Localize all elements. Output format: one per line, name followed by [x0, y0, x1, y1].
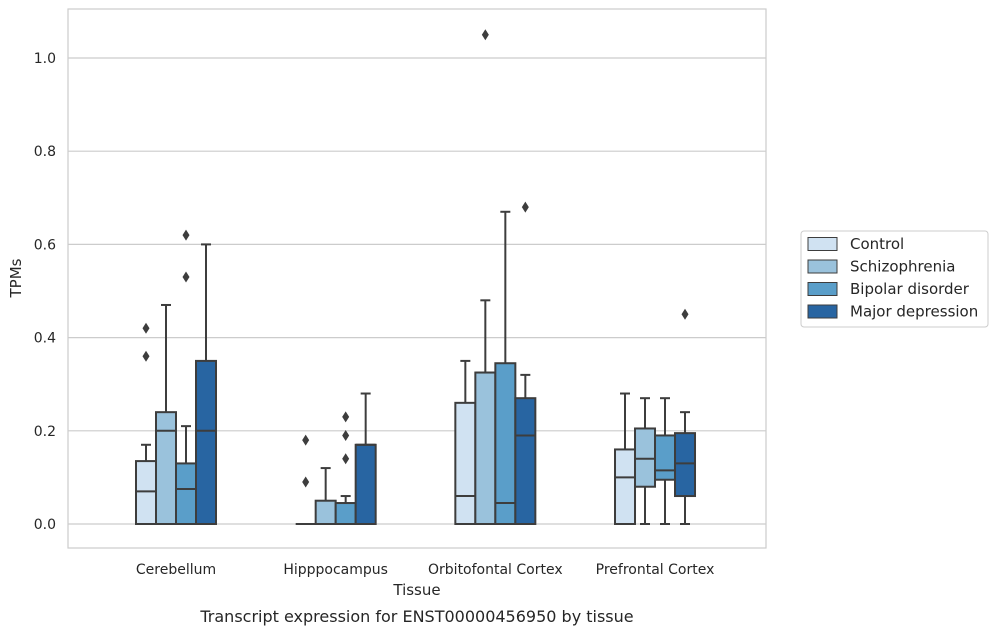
y-axis-ticks: 0.0 0.2 0.4 0.6 0.8 1.0 — [34, 51, 56, 533]
box-3-2 — [514, 201, 537, 525]
legend-swatch — [807, 304, 838, 319]
x-tick-label: Hipppocampus — [283, 562, 388, 578]
box-body — [514, 397, 537, 525]
box-body — [634, 427, 657, 488]
outlier-point — [142, 350, 150, 362]
box-body — [494, 362, 517, 526]
outlier-point — [521, 201, 529, 213]
box-body — [155, 411, 177, 525]
box-0-1 — [295, 434, 316, 525]
legend-swatch — [807, 282, 838, 296]
box-2-3 — [654, 397, 677, 525]
y-tick-label: 0.6 — [34, 237, 56, 253]
y-tick-label: 0.2 — [34, 424, 56, 440]
legend-label: Major depression — [850, 303, 978, 321]
y-axis-label: TPMs — [7, 258, 25, 298]
x-tick-label: Orbitofontal Cortex — [428, 562, 563, 578]
legend-label: Control — [850, 235, 904, 253]
box-0-0 — [135, 322, 157, 525]
y-tick-label: 0.4 — [34, 331, 56, 347]
outlier-point — [342, 453, 350, 465]
boxes — [135, 29, 697, 526]
outlier-point — [182, 271, 190, 283]
legend-label: Schizophrenia — [850, 258, 955, 276]
chart-caption: Transcript expression for ENST0000045695… — [199, 607, 633, 626]
box-2-0 — [175, 229, 197, 526]
legend-frame — [800, 230, 989, 328]
box-body — [195, 359, 217, 525]
x-axis-ticks: Cerebellum Hipppocampus Orbitofontal Corte… — [136, 562, 715, 578]
box-1-3 — [634, 397, 657, 525]
box-body — [654, 434, 677, 481]
x-tick-label: Cerebellum — [136, 562, 216, 578]
outlier-point — [342, 429, 350, 441]
y-tick-label: 0.8 — [34, 144, 56, 160]
box-body — [175, 462, 197, 526]
outlier-point — [182, 229, 190, 241]
outlier-point — [481, 29, 489, 41]
box-2-1 — [334, 411, 357, 525]
plot-frame — [67, 8, 767, 549]
box-body — [454, 401, 477, 525]
y-tick-label: 0.0 — [34, 517, 56, 533]
box-body — [474, 371, 497, 525]
y-tick-label: 1.0 — [34, 51, 56, 67]
box-body — [334, 502, 357, 525]
box-body — [614, 448, 637, 525]
legend: Control Schizophrenia Bipolar disorder Majo… — [800, 230, 989, 328]
outlier-point — [342, 411, 350, 423]
box-body — [674, 432, 697, 498]
box-body — [135, 460, 157, 525]
legend-swatch — [807, 237, 838, 251]
outlier-point — [302, 476, 310, 488]
box-1-2 — [474, 29, 497, 525]
x-axis-label: Tissue — [392, 581, 440, 599]
outlier-point — [681, 308, 689, 320]
x-tick-label: Prefrontal Cortex — [596, 562, 715, 578]
box-3-1 — [354, 392, 377, 525]
outlier-point — [142, 322, 150, 334]
box-body — [314, 499, 337, 526]
legend-swatch — [807, 259, 838, 274]
box-1-1 — [314, 467, 337, 526]
box-3-0 — [195, 243, 217, 525]
box-3-3 — [674, 308, 697, 525]
outlier-point — [302, 434, 310, 446]
box-body — [354, 443, 377, 525]
legend-label: Bipolar disorder — [850, 280, 970, 298]
